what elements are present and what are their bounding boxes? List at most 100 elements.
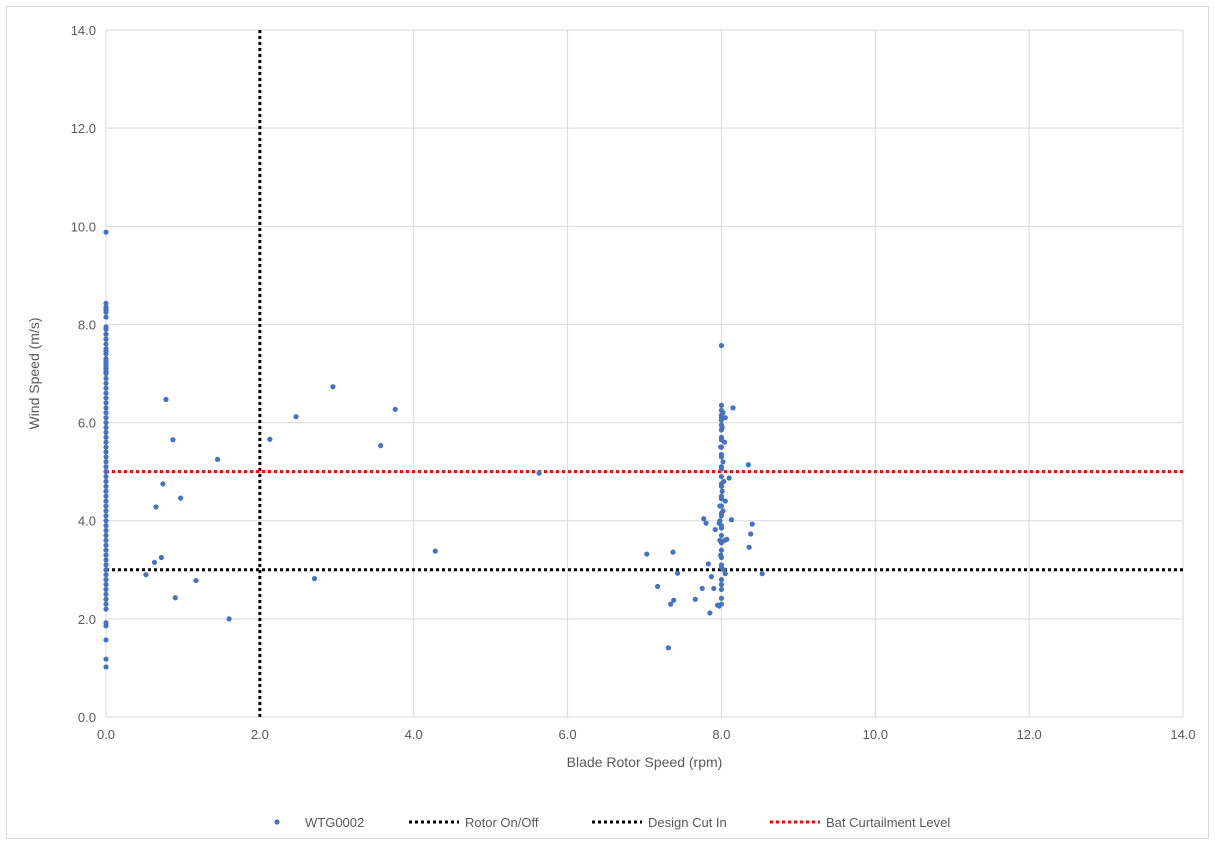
data-point xyxy=(103,424,109,431)
data-point xyxy=(103,473,109,480)
data-point xyxy=(103,390,109,396)
legend-item-design-cut-in: Design Cut In xyxy=(592,815,727,830)
data-point xyxy=(103,664,109,670)
data-point xyxy=(759,571,765,577)
data-point xyxy=(721,567,727,573)
data-point xyxy=(718,402,725,408)
data-point xyxy=(226,616,232,622)
data-point xyxy=(103,552,109,558)
data-point xyxy=(721,478,727,485)
data-point xyxy=(103,419,109,426)
axes: 0.0 2.0 4.0 6.0 8.0 10.0 12.0 14.0 0.0 2.0 4.0 6.0 8… xyxy=(71,23,1196,742)
x-tick-label: 0.0 xyxy=(97,727,115,742)
data-point xyxy=(718,554,725,561)
data-point xyxy=(719,424,725,431)
data-point xyxy=(103,346,109,352)
data-point xyxy=(718,466,725,472)
data-point xyxy=(748,531,754,537)
data-point xyxy=(103,380,109,386)
data-point xyxy=(718,496,725,502)
y-tick-label: 0.0 xyxy=(78,710,96,725)
data-point xyxy=(158,554,164,561)
data-point xyxy=(103,596,109,602)
data-point xyxy=(103,336,109,342)
data-point xyxy=(103,395,109,401)
data-point xyxy=(711,585,717,592)
data-point xyxy=(103,601,109,607)
data-point xyxy=(718,473,725,480)
data-point xyxy=(722,571,728,577)
data-point xyxy=(103,537,109,543)
data-point xyxy=(103,444,109,450)
data-point xyxy=(103,405,109,411)
data-point xyxy=(103,429,109,435)
data-point xyxy=(671,597,677,603)
data-point xyxy=(178,495,184,501)
data-point xyxy=(668,601,674,607)
legend-label: Bat Curtailment Level xyxy=(826,815,950,830)
data-point xyxy=(718,577,725,583)
data-point xyxy=(708,574,715,580)
data-point xyxy=(103,300,109,306)
data-point xyxy=(103,341,109,347)
data-point xyxy=(103,375,109,382)
data-point xyxy=(330,384,336,390)
data-point xyxy=(103,503,109,509)
data-point xyxy=(722,415,728,421)
data-point xyxy=(701,516,707,522)
data-point xyxy=(707,610,713,616)
data-point xyxy=(378,443,384,449)
x-tick-label: 10.0 xyxy=(863,727,888,742)
data-point xyxy=(746,544,752,550)
x-axis-label: Blade Rotor Speed (rpm) xyxy=(567,754,723,770)
data-point xyxy=(644,551,650,557)
data-point xyxy=(718,595,725,601)
data-point xyxy=(432,548,438,554)
data-point xyxy=(103,620,109,626)
data-point xyxy=(692,596,698,602)
data-point xyxy=(705,561,711,567)
data-point xyxy=(745,462,751,468)
data-point xyxy=(103,449,109,455)
legend-label: Rotor On/Off xyxy=(465,815,539,830)
data-point xyxy=(718,547,725,553)
data-point xyxy=(724,536,730,542)
data-point xyxy=(103,577,109,583)
y-tick-label: 8.0 xyxy=(78,317,96,332)
data-point xyxy=(103,637,109,643)
legend-item-rotor-on-off: Rotor On/Off xyxy=(409,815,539,830)
data-point xyxy=(718,601,725,607)
data-point xyxy=(143,572,149,578)
data-point xyxy=(720,410,726,416)
data-point xyxy=(718,503,725,509)
legend-marker xyxy=(274,819,280,825)
reference-lines xyxy=(106,30,1183,717)
data-point xyxy=(718,444,725,450)
data-point xyxy=(103,586,109,593)
data-point xyxy=(722,498,728,504)
data-point xyxy=(103,656,109,662)
data-point xyxy=(718,581,725,588)
data-point xyxy=(718,525,725,531)
data-point xyxy=(153,504,159,510)
data-point xyxy=(726,475,732,481)
data-point xyxy=(103,567,109,573)
data-point xyxy=(103,324,109,330)
data-point xyxy=(103,532,109,539)
data-point xyxy=(720,459,726,465)
data-point xyxy=(665,645,671,651)
data-point xyxy=(718,451,725,458)
gridlines xyxy=(105,29,1184,718)
data-point xyxy=(103,385,109,391)
data-point xyxy=(103,488,109,494)
y-axis-label: Wind Speed (m/s) xyxy=(26,317,42,429)
data-point xyxy=(674,570,681,576)
data-point xyxy=(718,342,725,349)
data-point xyxy=(703,520,709,526)
data-point xyxy=(712,526,718,533)
y-tick-label: 4.0 xyxy=(78,514,96,529)
legend-item-bat-curtailment-level: Bat Curtailment Level xyxy=(770,815,950,830)
data-point xyxy=(103,464,109,470)
y-tick-label: 2.0 xyxy=(78,612,96,627)
data-point xyxy=(670,549,676,555)
